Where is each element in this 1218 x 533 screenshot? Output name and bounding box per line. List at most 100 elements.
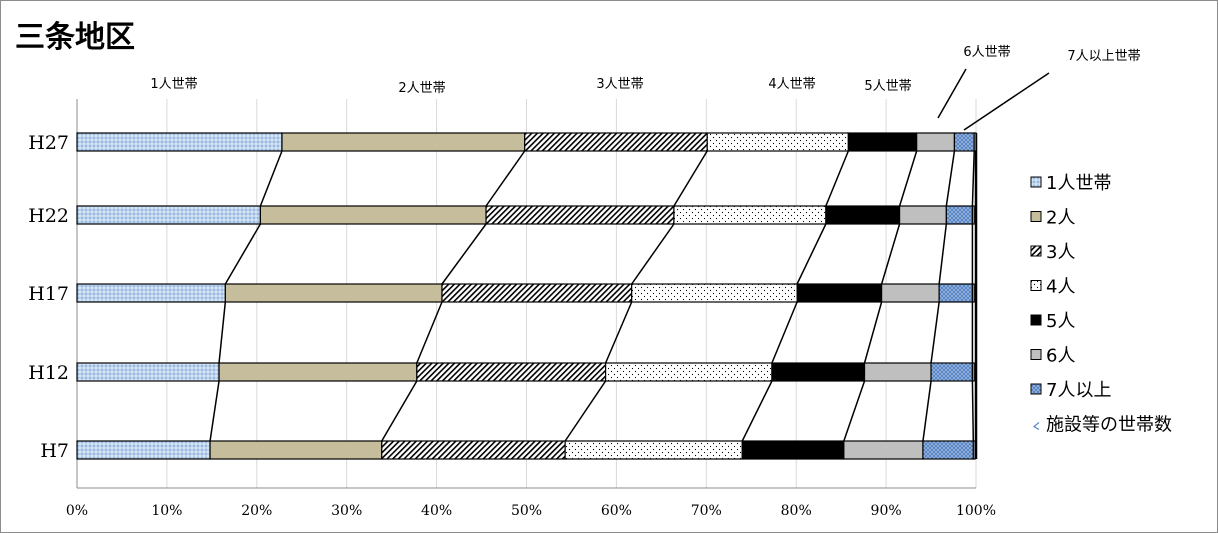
bar-segment — [259, 205, 487, 225]
connector-line — [971, 380, 975, 442]
connector-line — [796, 223, 827, 285]
y-tick-label: H7 — [40, 440, 69, 462]
connector-line — [971, 150, 975, 207]
bar-segment — [898, 205, 947, 225]
bar-segment — [972, 440, 976, 460]
legend-swatch — [1030, 211, 1042, 222]
connector-line — [564, 380, 607, 442]
annotation-label: 7人以上世帯 — [1067, 49, 1140, 64]
bar-segment — [76, 205, 261, 225]
bar-segment — [706, 132, 849, 152]
bar-segment — [953, 132, 975, 152]
connector-line — [604, 301, 633, 364]
bar-segment — [938, 283, 974, 303]
bar-segment — [922, 440, 974, 460]
legend-swatch — [1030, 176, 1042, 188]
bar-segment — [416, 362, 607, 382]
bar-segment — [847, 132, 918, 152]
y-tick-label: H17 — [28, 283, 69, 305]
annotation-leader-line — [937, 68, 967, 119]
bar-segment — [631, 283, 798, 303]
connector-line — [930, 301, 940, 364]
connector-line — [938, 223, 948, 285]
bar-segment — [564, 440, 743, 460]
bar-segment — [76, 283, 226, 303]
connector-line — [209, 380, 220, 442]
connector-line — [631, 223, 675, 285]
x-tick-label: 50% — [511, 503, 542, 519]
x-axis-tick-labels: 0% 10% 20% 30% 40% 50% 60% 70% 80% 90% 100% — [66, 503, 996, 519]
bar-segment — [930, 362, 974, 382]
bar-segment — [381, 440, 566, 460]
connector-line — [898, 150, 918, 207]
connector-line — [843, 380, 866, 442]
x-tick-label: 30% — [331, 503, 362, 519]
legend-swatch — [1032, 422, 1040, 431]
annotation-label: 1人世帯 — [150, 77, 197, 92]
bar-segment — [971, 362, 975, 382]
legend-swatch — [1030, 245, 1042, 257]
annotation-leader-line — [963, 72, 1050, 131]
legend-swatch — [1030, 280, 1042, 291]
y-tick-label: H12 — [28, 362, 69, 384]
x-tick-label: 40% — [421, 503, 452, 519]
bar-segment — [796, 283, 883, 303]
legend-label: 3人 — [1046, 242, 1075, 263]
annotation-label: 3人世帯 — [596, 77, 643, 92]
bar-segment — [218, 362, 418, 382]
x-tick-label: 60% — [601, 503, 632, 519]
annotation-label: 2人世帯 — [398, 81, 445, 96]
connector-line — [218, 301, 227, 364]
legend-label: 6人 — [1046, 346, 1075, 367]
annotation-label: 6人世帯 — [963, 45, 1010, 60]
connector-line — [381, 380, 418, 442]
connector-line — [945, 150, 956, 207]
bar-segment — [76, 362, 220, 382]
x-tick-label: 70% — [691, 503, 722, 519]
bar-segments — [76, 132, 977, 460]
connector-line — [441, 223, 487, 285]
y-axis-tick-labels: H27 H22 H17 H12 H7 — [28, 132, 69, 462]
bar-segment — [741, 440, 845, 460]
bar-segment — [771, 362, 866, 382]
legend-label: 2人 — [1046, 208, 1075, 229]
bar-segment — [973, 132, 977, 152]
y-tick-label: H27 — [28, 132, 69, 154]
bar-segment — [971, 205, 975, 225]
bar-segment — [916, 132, 956, 152]
annotation-label: 5人世帯 — [864, 79, 911, 94]
bar-segment — [945, 205, 974, 225]
legend-label: 7人以上 — [1046, 380, 1111, 401]
bar-segment — [224, 283, 443, 303]
connector-line — [741, 380, 773, 442]
x-tick-label: 80% — [781, 503, 812, 519]
chart-title: 三条地区 — [15, 20, 135, 55]
connector-line — [673, 150, 708, 207]
bar-segment — [843, 440, 924, 460]
connector-line — [863, 301, 883, 364]
connector-line — [259, 150, 283, 207]
bar-segment — [209, 440, 383, 460]
x-tick-label: 0% — [66, 503, 88, 519]
x-tick-label: 10% — [151, 503, 182, 519]
connector-line — [416, 301, 443, 364]
bar-segment — [76, 132, 283, 152]
segment-annotations: 1人世帯 2人世帯 3人世帯 4人世帯 5人世帯 6人世帯 7人以上世帯 — [150, 45, 1141, 131]
connector-line — [825, 150, 850, 207]
bar-segment — [441, 283, 633, 303]
legend-swatch — [1030, 383, 1042, 395]
bar-segment — [971, 283, 975, 303]
connector-line — [880, 223, 901, 285]
legend-label: 施設等の世帯数 — [1046, 415, 1172, 436]
bar-segment — [673, 205, 827, 225]
legend-swatch — [1030, 314, 1042, 326]
legend-label: 5人 — [1046, 311, 1075, 332]
bar-segment — [881, 283, 940, 303]
connector-line — [485, 150, 526, 207]
x-tick-label: 20% — [241, 503, 272, 519]
x-tick-label: 90% — [871, 503, 902, 519]
bar-segment — [281, 132, 526, 152]
y-tick-label: H22 — [28, 205, 69, 227]
